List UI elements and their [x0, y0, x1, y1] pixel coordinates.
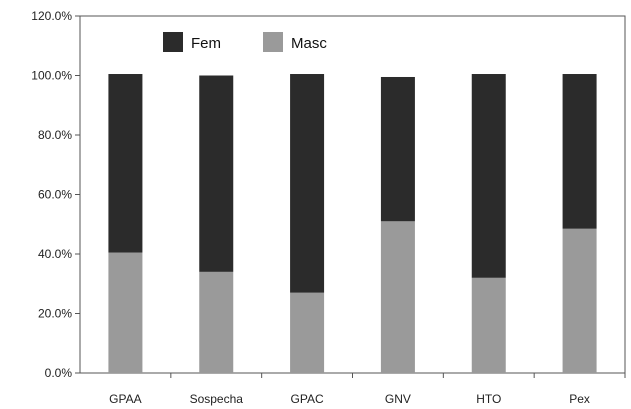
- bar-fem-gpaa: [108, 74, 143, 253]
- x-tick-label: Sospecha: [190, 392, 244, 406]
- y-tick-label: 60.0%: [38, 188, 72, 202]
- y-tick-label: 80.0%: [38, 128, 72, 142]
- legend-swatch-fem: [163, 32, 183, 52]
- bar-masc-gnv: [380, 221, 415, 373]
- bars: [108, 74, 597, 373]
- bar-fem-pex: [562, 74, 597, 229]
- legend-swatch-masc: [263, 32, 283, 52]
- x-tick-label: GNV: [385, 392, 411, 406]
- x-tick-label: GPAA: [109, 392, 141, 406]
- bar-fem-gpac: [290, 74, 325, 293]
- axes: [75, 15, 626, 378]
- legend-label-fem: Fem: [191, 35, 221, 52]
- bar-fem-hto: [471, 74, 506, 278]
- y-tick-label: 40.0%: [38, 247, 72, 261]
- plot-frame: [79, 15, 626, 374]
- x-tick-label: HTO: [476, 392, 501, 406]
- bar-masc-gpaa: [108, 252, 143, 373]
- bar-fem-sospecha: [199, 75, 234, 272]
- y-axis-labels: 0.0% 20.0% 40.0% 60.0% 80.0% 100.0% 120.0%: [31, 9, 72, 380]
- bar-fem-gnv: [380, 76, 415, 222]
- bar-masc-sospecha: [199, 271, 234, 373]
- bar-masc-pex: [562, 228, 597, 373]
- y-tick-label: 20.0%: [38, 307, 72, 321]
- x-tick-label: Pex: [569, 392, 590, 406]
- y-tick-label: 100.0%: [31, 69, 72, 83]
- x-axis-labels: GPAA Sospecha GPAC GNV HTO Pex: [109, 392, 590, 406]
- x-tick-label: GPAC: [291, 392, 324, 406]
- y-tick-label: 0.0%: [45, 366, 73, 380]
- bar-masc-hto: [471, 277, 506, 373]
- bar-masc-gpac: [290, 292, 325, 373]
- legend: Fem Masc: [163, 32, 327, 52]
- y-tick-label: 120.0%: [31, 9, 72, 23]
- legend-label-masc: Masc: [291, 35, 327, 52]
